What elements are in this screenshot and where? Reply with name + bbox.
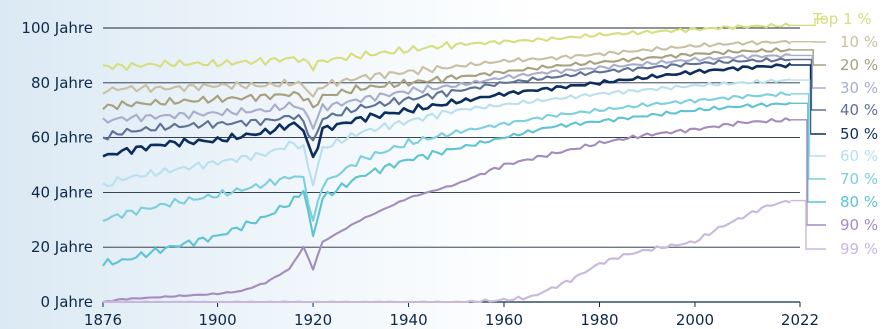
legend-label: 30 % bbox=[840, 79, 878, 97]
series-line bbox=[102, 57, 791, 142]
y-tick-label: 20 Jahre bbox=[31, 238, 93, 256]
legend-label: 99 % bbox=[840, 240, 878, 258]
series-line bbox=[102, 47, 791, 111]
legend-label: 90 % bbox=[840, 216, 878, 234]
legend-label: 60 % bbox=[840, 147, 878, 165]
y-tick-label: 40 Jahre bbox=[31, 183, 93, 201]
legend-leader-line bbox=[790, 54, 826, 89]
y-tick-label: 0 Jahre bbox=[41, 293, 94, 311]
x-tick-label: 2022 bbox=[781, 311, 819, 329]
legend-leader-line bbox=[790, 79, 826, 157]
series-line bbox=[102, 78, 791, 188]
legend-leader-line bbox=[790, 58, 826, 111]
series-line bbox=[102, 101, 791, 267]
legend-label: 10 % bbox=[840, 33, 878, 51]
series-line bbox=[102, 117, 791, 303]
x-tick-label: 1960 bbox=[485, 311, 523, 329]
y-tick-label: 60 Jahre bbox=[31, 129, 93, 147]
y-tick-label: 80 Jahre bbox=[31, 74, 93, 92]
series-line bbox=[102, 91, 791, 222]
legend-leader-line bbox=[790, 18, 826, 26]
legend-label: Top 1 % bbox=[812, 10, 872, 28]
x-tick-label: 1876 bbox=[84, 311, 122, 329]
series-line bbox=[102, 40, 791, 98]
legend-leader-line bbox=[790, 93, 826, 180]
legend-label: 50 % bbox=[840, 125, 878, 143]
legend-label: 20 % bbox=[840, 56, 878, 74]
legend-leader-line bbox=[790, 49, 826, 66]
x-tick-label: 1940 bbox=[389, 311, 427, 329]
series-line bbox=[102, 62, 792, 159]
legend-label: 40 % bbox=[840, 101, 878, 119]
series-line bbox=[102, 22, 791, 72]
x-tick-label: 1920 bbox=[294, 311, 332, 329]
legend-leader-line bbox=[790, 119, 826, 226]
x-tick-label: 2000 bbox=[676, 311, 714, 329]
x-tick-label: 1900 bbox=[198, 311, 236, 329]
y-tick-label: 100 Jahre bbox=[21, 19, 93, 37]
legend-label: 70 % bbox=[840, 170, 878, 188]
series-line bbox=[103, 199, 791, 304]
legend-leader-line bbox=[790, 64, 826, 135]
legend-label: 80 % bbox=[840, 193, 878, 211]
legend-leader-line bbox=[790, 199, 826, 250]
x-tick-label: 1980 bbox=[580, 311, 618, 329]
series-line bbox=[102, 53, 791, 130]
legend-leader-line bbox=[790, 102, 826, 203]
